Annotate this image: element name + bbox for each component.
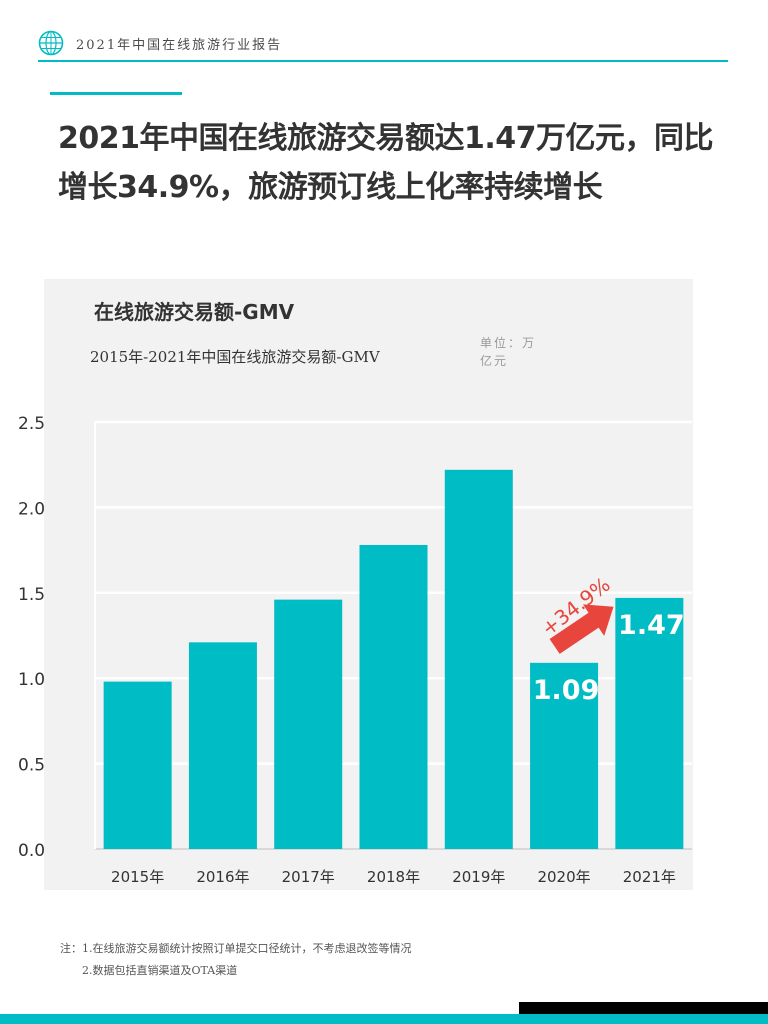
bar-2018年 bbox=[359, 544, 428, 849]
x-tick-label: 2021年 bbox=[623, 868, 676, 886]
bar-2020年 bbox=[530, 662, 599, 849]
bar-2019年 bbox=[444, 469, 513, 849]
x-tick-label: 2020年 bbox=[537, 868, 590, 886]
x-tick-label: 2017年 bbox=[282, 868, 335, 886]
x-tick-label: 2016年 bbox=[196, 868, 249, 886]
x-tick-label: 2015年 bbox=[111, 868, 164, 886]
chart-title: 在线旅游交易额-GMV bbox=[94, 300, 295, 324]
y-tick-label: 0.5 bbox=[18, 756, 45, 776]
unit-label: 单位：万亿元 bbox=[480, 336, 537, 368]
y-tick-label: 0.0 bbox=[18, 841, 45, 861]
page-headline: 2021年中国在线旅游交易额达1.47万亿元，同比增长34.9%，旅游预订线上化… bbox=[58, 121, 714, 205]
report-header: 2021年中国在线旅游行业报告 bbox=[38, 28, 728, 58]
x-tick-label: 2018年 bbox=[367, 868, 420, 886]
footnote-line-2: 2.数据包括直销渠道及OTA渠道 bbox=[82, 964, 238, 977]
chart-subtitle: 2015年-2021年中国在线旅游交易额-GMV bbox=[90, 348, 380, 366]
title-accent-line bbox=[50, 92, 182, 95]
report-name: 2021年中国在线旅游行业报告 bbox=[76, 38, 283, 53]
y-tick-label: 2.0 bbox=[18, 499, 45, 519]
header-divider bbox=[38, 60, 728, 62]
x-tick-label: 2019年 bbox=[452, 868, 505, 886]
bar-2015年 bbox=[103, 681, 172, 849]
bar-2017年 bbox=[274, 599, 343, 849]
y-tick-label: 2.5 bbox=[18, 414, 45, 434]
growth-arrow-icon bbox=[549, 604, 614, 654]
globe-logo-icon bbox=[38, 30, 64, 56]
bar-2021年 bbox=[615, 597, 684, 849]
footnote: 注：1.在线旅游交易额统计按照订单提交口径统计，不考虑退改签等情况 2.数据包括… bbox=[60, 938, 412, 982]
bar-data-label: 1.47 bbox=[618, 610, 685, 641]
y-tick-label: 1.5 bbox=[18, 585, 45, 605]
y-tick-label: 1.0 bbox=[18, 670, 45, 690]
footnote-line-1: 注：1.在线旅游交易额统计按照订单提交口径统计，不考虑退改签等情况 bbox=[60, 942, 412, 955]
footer-black-bar bbox=[519, 1002, 768, 1014]
bar-data-label: 1.09 bbox=[533, 675, 600, 706]
footer-accent-bar bbox=[0, 1014, 768, 1024]
bar-2016年 bbox=[188, 642, 257, 849]
